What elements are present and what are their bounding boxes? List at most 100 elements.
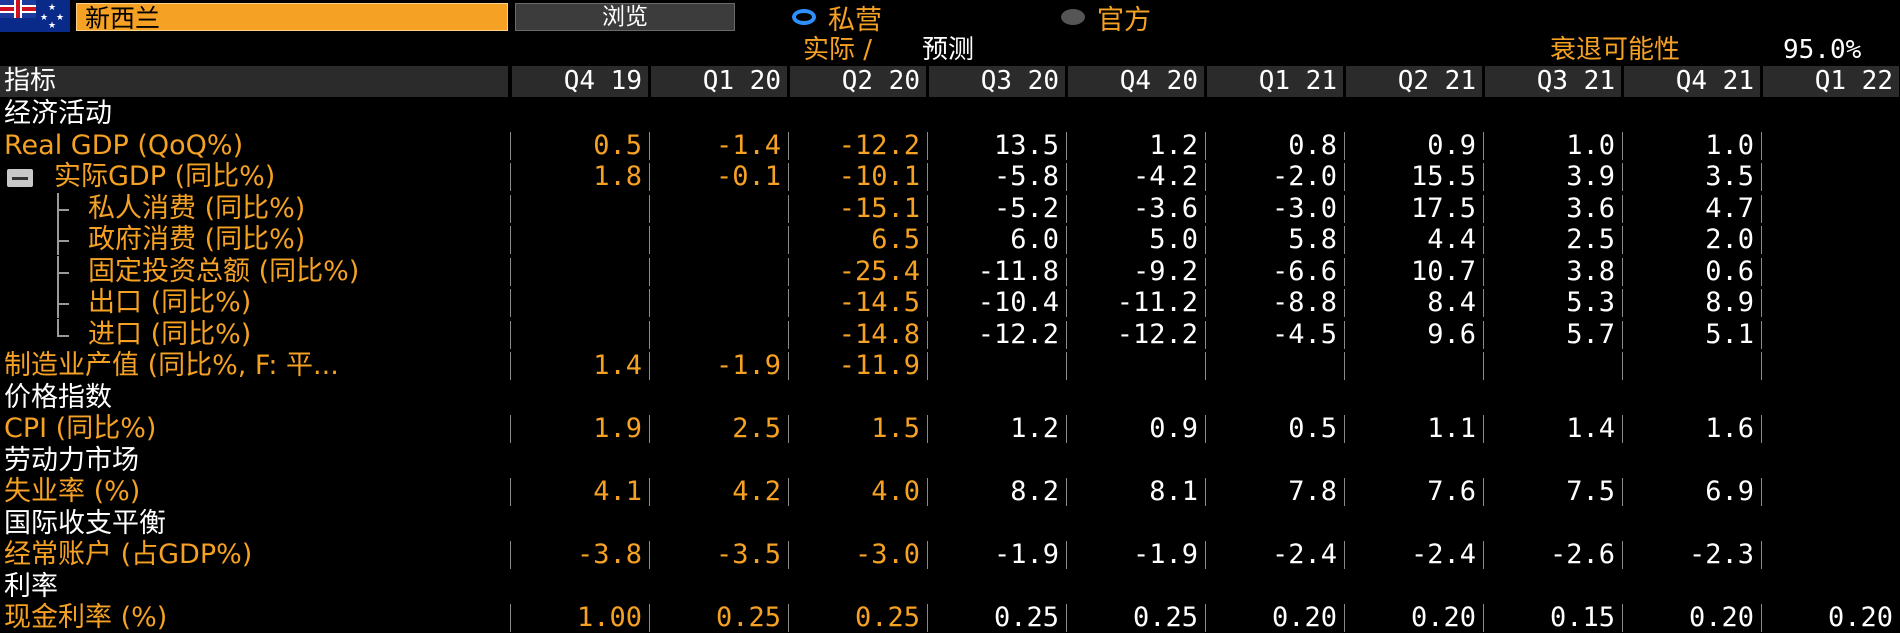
value-cell[interactable] <box>1763 319 1899 350</box>
value-cell[interactable]: -9.2 <box>1132 255 1198 287</box>
value-cell[interactable]: -2.6 <box>1549 539 1615 570</box>
value-cell[interactable] <box>651 193 787 224</box>
value-cell[interactable]: 5.1 <box>1705 318 1754 350</box>
value-cell[interactable]: 4.7 <box>1705 192 1754 224</box>
value-cell[interactable]: -2.0 <box>1271 161 1337 192</box>
value-cell[interactable]: 0.25 <box>715 602 781 633</box>
value-cell[interactable]: -0.1 <box>715 161 781 192</box>
value-cell[interactable] <box>1763 539 1899 570</box>
value-cell[interactable]: 5.0 <box>1149 224 1198 255</box>
value-cell[interactable]: 2.0 <box>1705 224 1754 255</box>
browse-button[interactable]: 浏览 <box>515 3 735 31</box>
table-row[interactable]: 失业率 (%) 4.1 4.2 4.0 8.2 8.1 7.8 7.6 7.5 6.9 <box>0 476 1900 508</box>
value-cell[interactable]: -4.2 <box>1132 161 1198 192</box>
collapse-minus-icon[interactable] <box>7 169 33 187</box>
value-cell[interactable]: -11.9 <box>838 350 920 381</box>
value-cell[interactable]: -3.5 <box>715 539 781 570</box>
value-cell[interactable]: 0.5 <box>593 129 642 161</box>
value-cell[interactable]: -11.8 <box>977 255 1059 287</box>
value-cell[interactable]: 3.9 <box>1566 161 1615 192</box>
indicator-label[interactable]: 经常账户 (占GDP%) <box>4 539 253 570</box>
indicator-label[interactable]: 私人消费 (同比%) <box>88 192 306 224</box>
value-cell[interactable]: -12.2 <box>1116 318 1198 350</box>
value-cell[interactable]: -8.8 <box>1271 287 1337 318</box>
value-cell[interactable]: -10.4 <box>977 287 1059 318</box>
value-cell[interactable]: -15.1 <box>838 192 920 224</box>
value-cell[interactable]: -1.4 <box>715 129 781 161</box>
value-cell[interactable]: -5.8 <box>993 161 1059 192</box>
value-cell[interactable]: -3.8 <box>576 539 642 570</box>
column-header-9[interactable]: Q1 22 <box>1763 66 1899 97</box>
value-cell[interactable]: 0.5 <box>1288 413 1337 444</box>
indicator-label[interactable]: 实际GDP (同比%) <box>54 161 276 192</box>
value-cell[interactable] <box>651 287 787 318</box>
value-cell[interactable]: -1.9 <box>993 539 1059 570</box>
value-cell[interactable] <box>1763 476 1899 507</box>
table-row[interactable]: 经常账户 (占GDP%) -3.8 -3.5 -3.0 -1.9 -1.9 -2.4 -2.4… <box>0 539 1900 571</box>
value-cell[interactable]: 17.5 <box>1410 192 1476 224</box>
table-row[interactable]: 私人消费 (同比%) -15.1 -5.2 -3.6 -3.0 17.5 3.6 4.7 <box>0 192 1900 225</box>
value-cell[interactable]: 4.2 <box>732 476 781 507</box>
value-cell[interactable]: -5.2 <box>993 192 1059 224</box>
country-input[interactable] <box>76 3 508 31</box>
indicator-label[interactable]: 现金利率 (%) <box>4 602 168 633</box>
indicator-label[interactable]: 出口 (同比%) <box>88 287 252 318</box>
table-row[interactable]: 出口 (同比%) -14.5 -10.4 -11.2 -8.8 8.4 5.3 8.9 <box>0 287 1900 319</box>
table-row[interactable]: 制造业产值 (同比%, F: 平... 1.4 -1.9 -11.9 <box>0 350 1900 382</box>
value-cell[interactable] <box>512 287 648 318</box>
value-cell[interactable] <box>512 224 648 255</box>
value-cell[interactable]: 1.0 <box>1705 129 1754 161</box>
value-cell[interactable]: 1.00 <box>576 602 642 633</box>
value-cell[interactable]: 1.2 <box>1149 129 1198 161</box>
value-cell[interactable]: 0.15 <box>1549 602 1615 633</box>
indicator-label[interactable]: 固定投资总额 (同比%) <box>88 255 360 287</box>
indicator-label[interactable]: 制造业产值 (同比%, F: 平... <box>4 350 339 381</box>
value-cell[interactable]: 1.0 <box>1566 129 1615 161</box>
value-cell[interactable] <box>1763 224 1899 255</box>
column-header-6[interactable]: Q2 21 <box>1346 66 1482 97</box>
value-cell[interactable]: -6.6 <box>1271 255 1337 287</box>
value-cell[interactable]: 0.25 <box>993 602 1059 633</box>
value-cell[interactable] <box>1763 256 1899 287</box>
value-cell[interactable]: 8.4 <box>1427 287 1476 318</box>
column-header-2[interactable]: Q2 20 <box>790 66 926 97</box>
value-cell[interactable] <box>651 319 787 350</box>
value-cell[interactable] <box>512 256 648 287</box>
value-cell[interactable]: 7.6 <box>1427 476 1476 507</box>
column-header-8[interactable]: Q4 21 <box>1624 66 1760 97</box>
value-cell[interactable]: 5.7 <box>1566 318 1615 350</box>
private-radio[interactable]: 私营 <box>792 2 882 36</box>
value-cell[interactable] <box>651 224 787 255</box>
value-cell[interactable]: -2.4 <box>1410 539 1476 570</box>
value-cell[interactable]: 10.7 <box>1410 255 1476 287</box>
value-cell[interactable] <box>929 350 1065 381</box>
value-cell[interactable]: 7.8 <box>1288 476 1337 507</box>
table-row[interactable]: 政府消费 (同比%) 6.5 6.0 5.0 5.8 4.4 2.5 2.0 <box>0 224 1900 256</box>
value-cell[interactable] <box>1763 130 1899 161</box>
value-cell[interactable]: -12.2 <box>977 318 1059 350</box>
column-header-1[interactable]: Q1 20 <box>651 66 787 97</box>
value-cell[interactable]: -3.6 <box>1132 192 1198 224</box>
value-cell[interactable]: 0.20 <box>1827 602 1893 633</box>
value-cell[interactable] <box>512 193 648 224</box>
value-cell[interactable]: 8.9 <box>1705 287 1754 318</box>
value-cell[interactable] <box>1346 350 1482 381</box>
value-cell[interactable]: 3.5 <box>1705 161 1754 192</box>
indicator-label[interactable]: Real GDP (QoQ%) <box>4 129 244 161</box>
value-cell[interactable]: 1.4 <box>1566 413 1615 444</box>
value-cell[interactable] <box>651 256 787 287</box>
value-cell[interactable] <box>1763 161 1899 192</box>
value-cell[interactable]: 9.6 <box>1427 318 1476 350</box>
value-cell[interactable] <box>1763 193 1899 224</box>
table-row[interactable]: 现金利率 (%) 1.00 0.25 0.25 0.25 0.25 0.20 0.20 0.15… <box>0 602 1900 633</box>
column-header-3[interactable]: Q3 20 <box>929 66 1065 97</box>
value-cell[interactable]: 13.5 <box>993 129 1059 161</box>
value-cell[interactable]: 8.2 <box>1010 476 1059 507</box>
value-cell[interactable]: -1.9 <box>1132 539 1198 570</box>
table-row[interactable]: 实际GDP (同比%) 1.8 -0.1 -10.1 -5.8 -4.2 -2.0 15.5 3… <box>0 161 1900 193</box>
value-cell[interactable]: 5.3 <box>1566 287 1615 318</box>
value-cell[interactable]: 2.5 <box>732 413 781 444</box>
value-cell[interactable]: 2.5 <box>1566 224 1615 255</box>
value-cell[interactable]: -1.9 <box>715 350 781 381</box>
value-cell[interactable]: -11.2 <box>1116 287 1198 318</box>
